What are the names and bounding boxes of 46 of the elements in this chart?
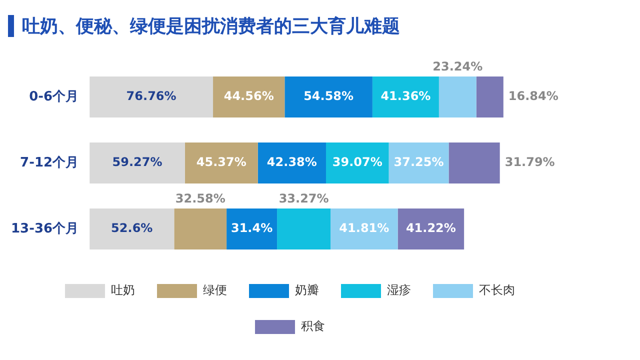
data-label: 16.84% — [508, 89, 558, 104]
bar — [213, 76, 285, 118]
data-label: 41.22% — [406, 221, 456, 236]
legend-label: 绿便 — [203, 283, 227, 298]
bar — [90, 142, 185, 184]
bar — [258, 142, 326, 184]
bar — [388, 142, 449, 184]
data-label: 59.27% — [112, 155, 162, 170]
data-label: 54.58% — [304, 89, 354, 104]
legend-label: 奶瓣 — [295, 283, 319, 298]
data-label: 52.6% — [111, 221, 153, 236]
legend-label: 湿疹 — [387, 283, 411, 298]
bar — [398, 208, 464, 250]
data-label: 39.07% — [332, 155, 382, 170]
data-label: 44.56% — [224, 89, 274, 104]
data-label: 41.36% — [380, 89, 431, 104]
data-label: 31.79% — [504, 155, 555, 170]
bar — [277, 208, 331, 250]
bar — [476, 76, 504, 118]
y-tick-label: 7-12个月 — [20, 155, 79, 170]
legend-label: 积食 — [301, 319, 325, 334]
bar — [90, 76, 214, 118]
bar — [226, 208, 278, 250]
y-tick-label: 0-6个月 — [29, 89, 79, 104]
bar — [330, 208, 398, 250]
legend-label: 吐奶 — [111, 283, 135, 298]
data-label: 41.81% — [339, 221, 390, 236]
bar — [184, 142, 258, 184]
data-label: 33.27% — [278, 192, 329, 206]
bar — [326, 142, 389, 184]
chart-title: 吐奶、便秘、绿便是困扰消费者的三大育儿难题 — [22, 15, 400, 38]
legend-label: 不长肉 — [479, 283, 515, 298]
data-label: 31.4% — [230, 221, 273, 236]
data-label: 23.24% — [432, 60, 483, 74]
bar — [372, 76, 439, 118]
bar — [448, 142, 500, 184]
data-label: 42.38% — [266, 155, 317, 170]
data-label: 76.76% — [126, 89, 176, 104]
bar — [90, 208, 174, 250]
data-label: 37.25% — [394, 155, 444, 170]
bar — [438, 76, 476, 118]
y-tick-label: 13-36个月 — [11, 221, 79, 236]
data-label: 32.58% — [175, 192, 226, 206]
bar — [174, 208, 227, 250]
data-label: 45.37% — [196, 155, 246, 170]
bar — [284, 76, 372, 118]
